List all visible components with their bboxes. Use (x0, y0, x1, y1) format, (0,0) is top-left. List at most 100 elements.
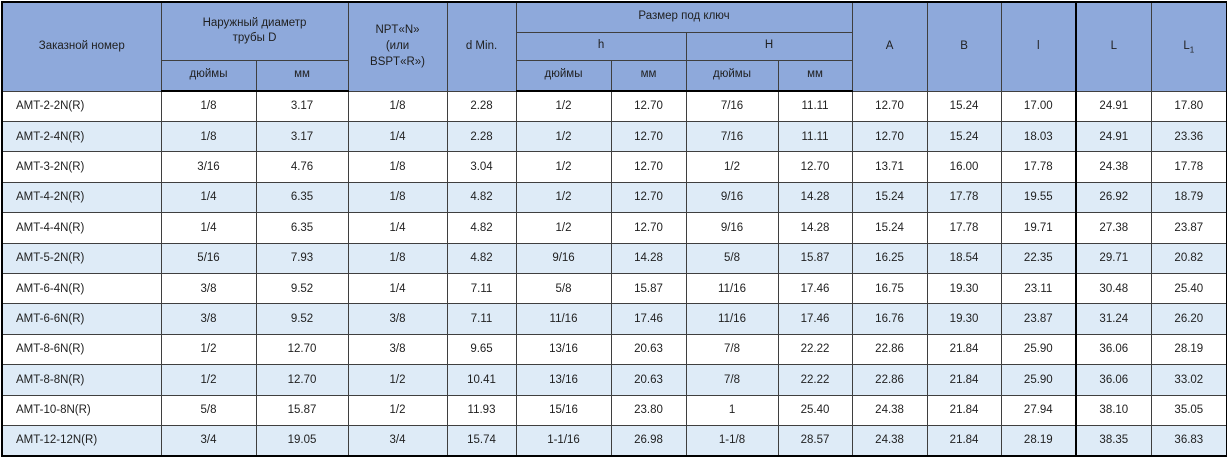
value-cell: 26.92 (1075, 181, 1152, 214)
value-cell: 29.71 (1075, 242, 1152, 274)
value-cell: 3/4 (347, 424, 448, 457)
value-cell: 23.87 (1000, 303, 1077, 335)
value-cell: 5/8 (515, 272, 612, 305)
value-cell: 9/16 (515, 242, 612, 274)
value-cell: 1/2 (515, 212, 612, 244)
value-cell: 38.10 (1075, 394, 1152, 426)
table-row: AMT-10-8N(R) 5/8 15.87 1/2 11.93 15/16 23.80 1 2… (1, 394, 1227, 426)
table-body: AMT-2-2N(R) 1/8 3.17 1/8 2.28 1/2 12.70 7/16 11.… (1, 90, 1227, 457)
value-cell: 9/16 (685, 181, 779, 214)
value-cell: 3/16 (160, 151, 257, 183)
value-cell: 18.03 (1000, 120, 1077, 153)
value-cell: 19.55 (1000, 181, 1077, 214)
value-cell: 19.71 (1000, 212, 1077, 244)
value-cell: 9.52 (255, 272, 349, 305)
value-cell: 19.30 (926, 272, 1002, 305)
header-h-small: h (515, 31, 687, 61)
value-cell: 22.22 (777, 364, 853, 396)
value-cell: 7.11 (446, 303, 517, 335)
value-cell: 12.70 (851, 90, 928, 122)
value-cell: 36.06 (1075, 333, 1152, 366)
table-row: AMT-8-6N(R) 1/2 12.70 3/8 9.65 13/16 20.63 7/8 2… (1, 333, 1227, 366)
value-cell: 17.78 (1150, 151, 1227, 183)
value-cell: 14.28 (777, 181, 853, 214)
value-cell: 9.52 (255, 303, 349, 335)
value-cell: 17.00 (1000, 90, 1077, 122)
value-cell: 24.38 (851, 394, 928, 426)
table-row: AMT-6-4N(R) 3/8 9.52 1/4 7.11 5/8 15.87 11/16 17… (1, 272, 1227, 305)
value-cell: 22.86 (851, 364, 928, 396)
header-h-big: H (685, 31, 853, 61)
value-cell: 16.25 (851, 242, 928, 274)
value-cell: 1/4 (347, 272, 448, 305)
header-col-l-small: l (1000, 1, 1077, 92)
value-cell: 28.57 (777, 424, 853, 457)
value-cell: 6.35 (255, 181, 349, 214)
value-cell: 4.76 (255, 151, 349, 183)
value-cell: 1/4 (347, 120, 448, 153)
header-col-b: B (926, 1, 1002, 92)
value-cell: 14.28 (777, 212, 853, 244)
value-cell: 24.91 (1075, 120, 1152, 153)
value-cell: 24.38 (851, 424, 928, 457)
value-cell: 20.82 (1150, 242, 1227, 274)
value-cell: 21.84 (926, 424, 1002, 457)
value-cell: 15.87 (610, 272, 687, 305)
value-cell: 28.19 (1150, 333, 1227, 366)
value-cell: 12.70 (610, 151, 687, 183)
value-cell: 15.74 (446, 424, 517, 457)
value-cell: 24.38 (1075, 151, 1152, 183)
value-cell: 25.40 (777, 394, 853, 426)
value-cell: 26.20 (1150, 303, 1227, 335)
header-outer-diameter: Наружный диаметр трубы D (160, 1, 349, 61)
header-h-small-inches: дюймы (515, 59, 612, 92)
header-outer-diameter-line1: Наружный диаметр (202, 16, 307, 29)
value-cell: 28.19 (1000, 424, 1077, 457)
table-row: AMT-4-4N(R) 1/4 6.35 1/4 4.82 1/2 12.70 9/16 14.… (1, 212, 1227, 244)
header-npt-line1: NPT«N» (375, 24, 420, 37)
value-cell: 3.04 (446, 151, 517, 183)
order-number-cell: AMT-4-4N(R) (1, 212, 162, 244)
value-cell: 1/4 (160, 181, 257, 214)
value-cell: 7/16 (685, 90, 779, 122)
value-cell: 12.70 (851, 120, 928, 153)
table-row: AMT-5-2N(R) 5/16 7.93 1/8 4.82 9/16 14.28 5/8 15… (1, 242, 1227, 274)
value-cell: 1/4 (347, 212, 448, 244)
value-cell: 7/8 (685, 333, 779, 366)
value-cell: 17.46 (777, 303, 853, 335)
value-cell: 17.78 (926, 212, 1002, 244)
order-number-cell: AMT-3-2N(R) (1, 151, 162, 183)
value-cell: 12.70 (610, 90, 687, 122)
value-cell: 20.63 (610, 364, 687, 396)
value-cell: 17.46 (610, 303, 687, 335)
order-number-cell: AMT-10-8N(R) (1, 394, 162, 426)
value-cell: 15.87 (255, 394, 349, 426)
value-cell: 12.70 (255, 333, 349, 366)
value-cell: 3/8 (160, 303, 257, 335)
value-cell: 1 (685, 394, 779, 426)
table-row: AMT-2-4N(R) 1/8 3.17 1/4 2.28 1/2 12.70 7/16 11.… (1, 120, 1227, 153)
value-cell: 23.11 (1000, 272, 1077, 305)
value-cell: 22.22 (777, 333, 853, 366)
value-cell: 6.35 (255, 212, 349, 244)
value-cell: 1/2 (515, 181, 612, 214)
value-cell: 16.76 (851, 303, 928, 335)
value-cell: 3/8 (347, 333, 448, 366)
order-number-cell: AMT-5-2N(R) (1, 242, 162, 274)
value-cell: 21.84 (926, 333, 1002, 366)
order-number-cell: AMT-6-6N(R) (1, 303, 162, 335)
header-outer-diameter-line2: трубы D (232, 32, 277, 45)
value-cell: 22.86 (851, 333, 928, 366)
value-cell: 19.30 (926, 303, 1002, 335)
value-cell: 1/8 (160, 120, 257, 153)
value-cell: 23.80 (610, 394, 687, 426)
value-cell: 15/16 (515, 394, 612, 426)
value-cell: 13.71 (851, 151, 928, 183)
value-cell: 1/2 (515, 90, 612, 122)
value-cell: 1/8 (347, 242, 448, 274)
table-row: AMT-3-2N(R) 3/16 4.76 1/8 3.04 1/2 12.70 1/2 12.… (1, 151, 1227, 183)
value-cell: 16.00 (926, 151, 1002, 183)
value-cell: 18.79 (1150, 181, 1227, 214)
value-cell: 1/2 (515, 151, 612, 183)
